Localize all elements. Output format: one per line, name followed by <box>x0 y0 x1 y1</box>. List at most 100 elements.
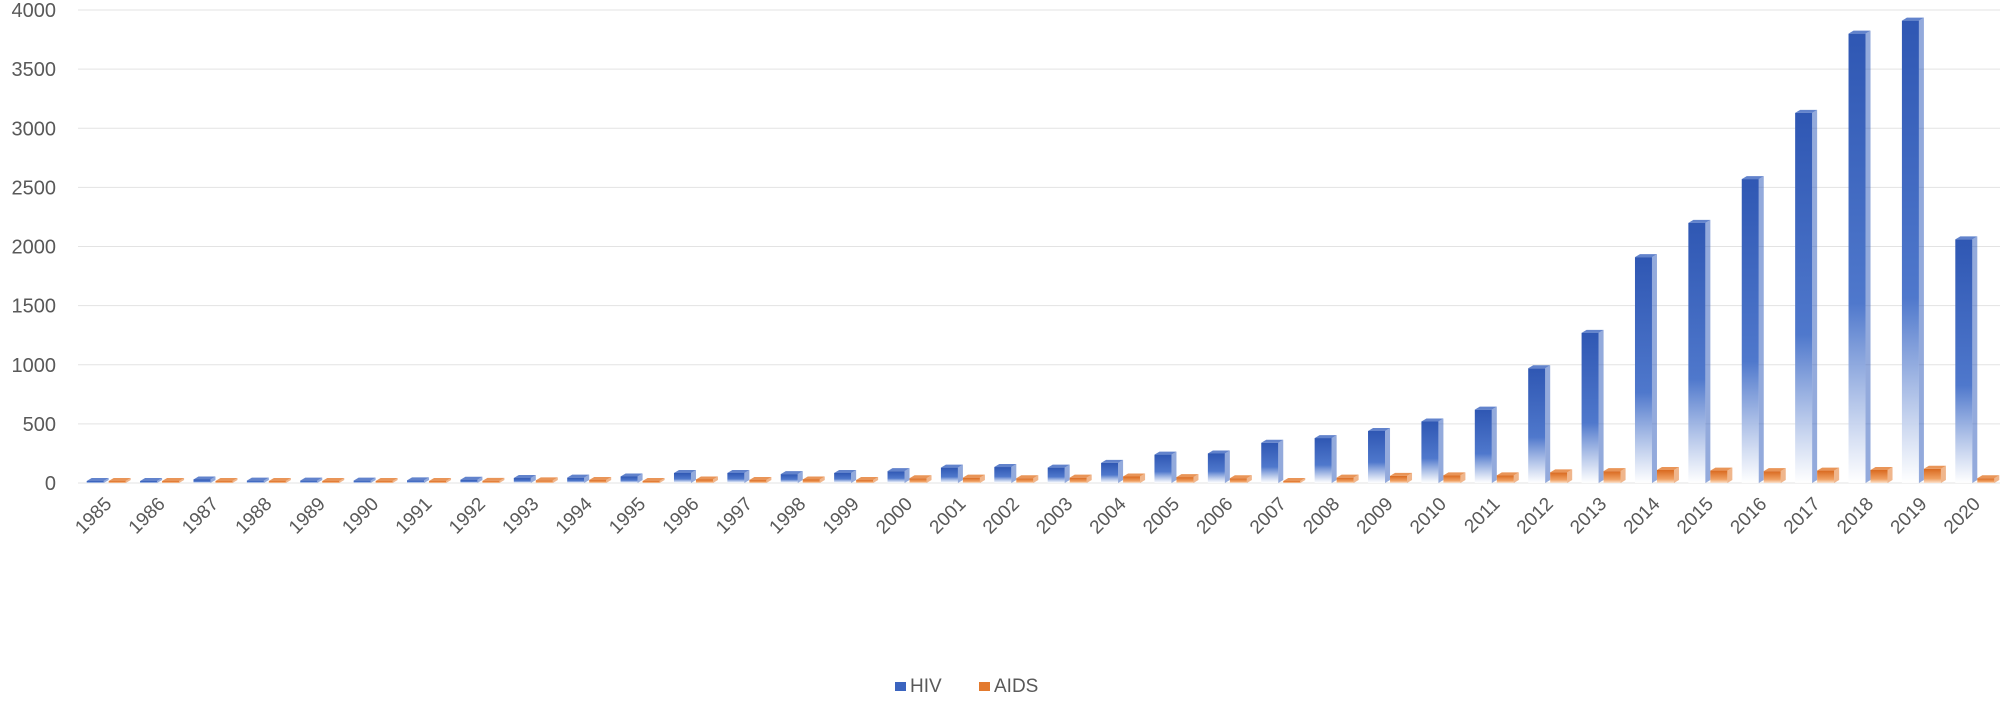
bar-hiv-2010 <box>1421 418 1444 483</box>
x-tick-label: 2007 <box>1246 494 1291 539</box>
bars <box>86 17 2000 484</box>
y-tick-label: 4000 <box>12 0 57 22</box>
bar-hiv-1997 <box>727 469 750 483</box>
bar-aids-1991 <box>429 478 452 483</box>
bar-hiv-2003 <box>1047 464 1070 483</box>
x-tick-label: 2001 <box>926 494 971 539</box>
x-tick-label: 1996 <box>659 494 704 539</box>
bar-aids-2009 <box>1390 472 1413 483</box>
x-tick-label: 2006 <box>1193 494 1238 539</box>
legend-item-aids: AIDS <box>979 676 1038 697</box>
bar-aids-1989 <box>322 478 345 483</box>
bar-hiv-1995 <box>620 473 643 483</box>
bar-hiv-2016 <box>1741 176 1764 483</box>
x-axis: 1985 1986 1987 1988 1989 1990 1991 1992 1993 1994… <box>71 493 1984 538</box>
x-tick-label: 1986 <box>125 494 170 539</box>
x-tick-label: 2017 <box>1780 494 1825 539</box>
y-tick-label: 1000 <box>12 355 57 377</box>
bar-aids-2020 <box>1977 475 2000 483</box>
bar-aids-1997 <box>749 477 772 483</box>
x-tick-label: 2020 <box>1940 494 1985 539</box>
bar-hiv-2007 <box>1261 439 1284 483</box>
bar-hiv-2014 <box>1634 254 1657 483</box>
bar-aids-2007 <box>1283 478 1306 483</box>
legend-swatch-aids <box>979 682 990 691</box>
bar-aids-1999 <box>856 477 879 483</box>
x-tick-label: 1997 <box>712 494 757 539</box>
bar-hiv-1987 <box>193 476 216 483</box>
x-tick-label: 1993 <box>499 494 544 539</box>
x-tick-label: 1989 <box>285 494 330 539</box>
y-tick-label: 3000 <box>12 118 57 140</box>
bar-hiv-2017 <box>1795 109 1818 483</box>
bar-hiv-1991 <box>407 477 430 483</box>
x-tick-label: 2002 <box>979 494 1024 539</box>
bar-hiv-1993 <box>513 475 536 483</box>
bar-hiv-2018 <box>1848 30 1871 484</box>
bar-hiv-2005 <box>1154 451 1177 483</box>
x-tick-label: 2004 <box>1086 493 1131 538</box>
bar-hiv-1988 <box>246 477 269 483</box>
bar-aids-2012 <box>1550 469 1573 483</box>
x-tick-label: 2003 <box>1032 494 1077 539</box>
bar-hiv-2006 <box>1207 450 1230 483</box>
x-tick-label: 1988 <box>232 494 277 539</box>
bar-aids-2015 <box>1710 467 1733 483</box>
bar-aids-2005 <box>1176 474 1199 483</box>
x-tick-label: 1991 <box>392 494 437 539</box>
bar-aids-2004 <box>1123 473 1146 483</box>
x-tick-label: 1994 <box>552 493 597 538</box>
bar-aids-2008 <box>1336 474 1359 483</box>
legend: HIV AIDS <box>895 676 1038 697</box>
x-tick-label: 2013 <box>1566 494 1611 539</box>
x-tick-label: 1992 <box>445 494 490 539</box>
bar-aids-2017 <box>1817 467 1840 483</box>
bar-aids-2006 <box>1229 475 1252 483</box>
bar-aids-2014 <box>1656 466 1679 483</box>
bar-hiv-2015 <box>1688 219 1711 483</box>
bar-aids-2000 <box>909 475 932 483</box>
x-tick-label: 1999 <box>819 494 864 539</box>
x-tick-label: 2012 <box>1513 494 1558 539</box>
bar-hiv-1999 <box>834 469 857 483</box>
x-tick-label: 2011 <box>1461 494 1505 538</box>
y-tick-label: 2500 <box>12 177 57 199</box>
bar-hiv-1990 <box>353 477 376 483</box>
x-tick-label: 1985 <box>71 494 116 539</box>
bar-aids-1996 <box>695 476 718 483</box>
bar-hiv-2011 <box>1474 406 1497 483</box>
bar-aids-2019 <box>1923 465 1946 483</box>
bar-aids-1995 <box>642 478 665 483</box>
bar-hiv-1986 <box>140 478 163 483</box>
x-tick-label: 1995 <box>605 494 650 539</box>
bar-aids-2002 <box>1016 475 1039 483</box>
bar-aids-1986 <box>162 478 185 483</box>
x-tick-label: 2000 <box>872 494 917 539</box>
y-axis: 0 500 1000 1500 2000 2500 3000 3500 4000 <box>12 0 57 495</box>
bar-hiv-1994 <box>567 474 590 483</box>
y-tick-label: 500 <box>23 414 56 436</box>
bar-hiv-2013 <box>1581 329 1604 483</box>
legend-label-aids: AIDS <box>994 676 1038 697</box>
bar-hiv-2002 <box>994 464 1017 483</box>
legend-item-hiv: HIV <box>895 676 942 697</box>
bar-aids-2003 <box>1069 474 1092 483</box>
bar-hiv-1996 <box>673 469 696 483</box>
bar-aids-2013 <box>1603 468 1626 483</box>
bar-hiv-2020 <box>1955 236 1978 483</box>
x-tick-label: 2014 <box>1620 493 1665 538</box>
bar-aids-2011 <box>1496 472 1519 483</box>
bar-hiv-2004 <box>1101 459 1124 483</box>
bar-aids-1990 <box>375 478 398 483</box>
bar-hiv-2008 <box>1314 435 1337 483</box>
bar-aids-1987 <box>215 478 238 483</box>
bar-aids-1998 <box>802 476 825 483</box>
bar-aids-1988 <box>268 478 291 483</box>
bar-hiv-1985 <box>86 478 109 483</box>
x-tick-label: 2010 <box>1406 494 1451 539</box>
bar-hiv-2019 <box>1901 17 1924 484</box>
legend-label-hiv: HIV <box>910 676 942 697</box>
bar-aids-2010 <box>1443 472 1466 483</box>
x-tick-label: 2019 <box>1887 494 1932 539</box>
